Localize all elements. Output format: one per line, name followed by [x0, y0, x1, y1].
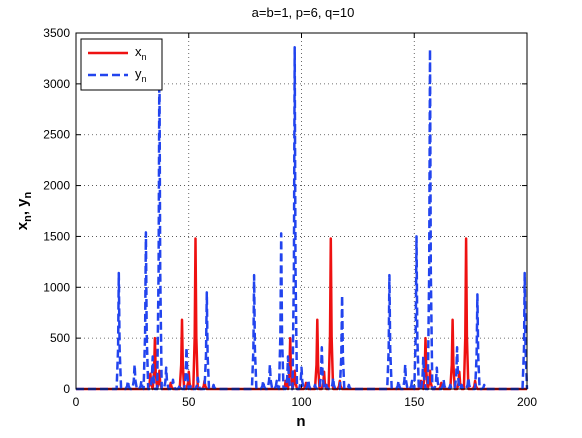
- x-tick-label: 100: [291, 395, 311, 409]
- x-tick-label: 150: [404, 395, 424, 409]
- y-tick-label: 500: [50, 331, 70, 345]
- legend: xn yn: [80, 38, 163, 91]
- series-line-0: [76, 237, 527, 391]
- x-tick-label: 200: [517, 395, 537, 409]
- y-tick-label: 3000: [43, 77, 70, 91]
- y-tick-label: 2500: [43, 128, 70, 142]
- legend-label-x-base: x: [135, 44, 142, 59]
- y-axis-label-y: y: [14, 198, 31, 207]
- legend-label-y-base: y: [135, 66, 142, 81]
- y-tick-label: 2000: [43, 179, 70, 193]
- y-axis-label: xn, yn: [14, 191, 34, 230]
- y-axis-label-x-sub: n: [22, 215, 34, 222]
- legend-label-x-sub: n: [142, 52, 147, 62]
- series-group: [76, 45, 529, 391]
- chart-title: a=b=1, p=6, q=10: [252, 5, 355, 20]
- x-tick-label: 50: [182, 395, 196, 409]
- y-tick-label: 1500: [43, 229, 70, 243]
- series-line-1: [76, 45, 529, 391]
- x-tick-label: 0: [73, 395, 80, 409]
- y-axis-label-sep: ,: [14, 207, 31, 215]
- grid: [76, 33, 527, 389]
- y-axis-label-y-sub: n: [22, 191, 34, 198]
- legend-label-y: yn: [135, 66, 147, 84]
- legend-label-y-sub: n: [142, 74, 147, 84]
- legend-box: [80, 38, 163, 91]
- legend-label-x: xn: [135, 44, 147, 62]
- y-tick-label: 1000: [43, 280, 70, 294]
- y-tick-label: 3500: [43, 26, 70, 40]
- plot-frame: [75, 32, 528, 390]
- y-axis-label-x: x: [14, 221, 31, 230]
- y-tick-label: 0: [63, 382, 70, 396]
- x-axis-label: n: [296, 413, 305, 430]
